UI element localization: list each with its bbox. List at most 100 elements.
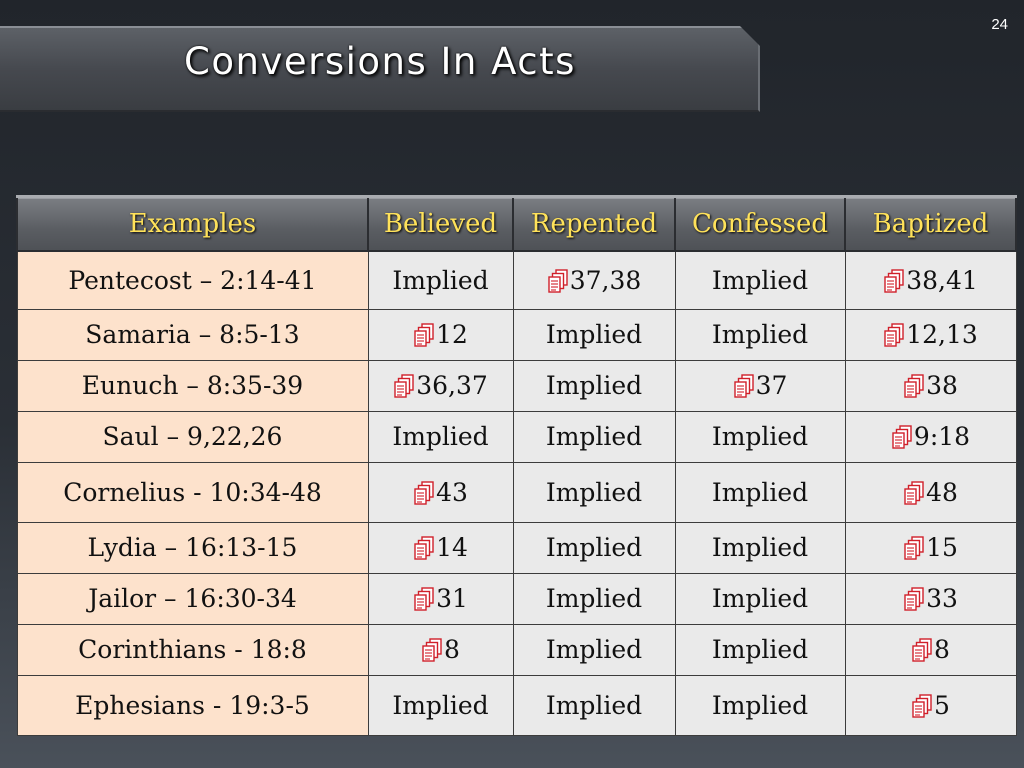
table-row: Eunuch – 8:35-39 36,37 Implied 37 38 (16, 359, 1017, 412)
cell-text: 43 (436, 477, 468, 507)
document-stack-icon (547, 269, 569, 293)
document-stack-icon (883, 323, 905, 347)
confessed-cell: Implied (674, 250, 846, 310)
believed-cell: Implied (367, 674, 514, 736)
example-cell: Saul – 9,22,26 (16, 410, 369, 463)
repented-cell: Implied (512, 623, 676, 676)
cell-text: 33 (926, 584, 958, 613)
believed-cell: 8 (367, 623, 514, 676)
cell-text: 5 (934, 690, 950, 720)
confessed-cell: Implied (674, 410, 846, 463)
confessed-cell: Implied (674, 461, 846, 523)
believed-cell: 43 (367, 461, 514, 523)
table-row: Jailor – 16:30-34 31 Implied Implied 33 (16, 572, 1017, 625)
document-stack-icon (903, 536, 925, 560)
cell-text: 15 (926, 533, 958, 562)
document-stack-icon (413, 480, 435, 505)
cell-text: 14 (436, 533, 468, 562)
cell-text: 48 (926, 477, 958, 507)
document-stack-icon (421, 638, 443, 662)
cell-text: 9:18 (913, 422, 971, 451)
cell-text: Implied (711, 320, 809, 349)
believed-cell: 12 (367, 308, 514, 361)
example-cell: Jailor – 16:30-34 (16, 572, 369, 625)
baptized-cell: 48 (844, 461, 1017, 523)
repented-cell: Implied (512, 410, 676, 463)
repented-cell: Implied (512, 572, 676, 625)
cell-text: Implied (545, 635, 643, 664)
cell-text: Implied (711, 533, 809, 562)
document-stack-icon (891, 425, 913, 449)
document-stack-icon (413, 587, 435, 611)
cell-text: 8 (444, 635, 460, 664)
header-confessed: Confessed (674, 195, 846, 252)
baptized-cell: 33 (844, 572, 1017, 625)
table-row: Ephesians - 19:3-5 Implied Implied Implied 5 (16, 674, 1017, 736)
table-row: Samaria – 8:5-13 12 Implied Implied 12,13 (16, 308, 1017, 361)
baptized-cell: 15 (844, 521, 1017, 574)
header-examples: Examples (16, 195, 369, 252)
document-stack-icon (903, 587, 925, 611)
cell-text: Implied (545, 477, 643, 507)
cell-text: 12,13 (906, 320, 978, 349)
cell-text: Implied (545, 422, 643, 451)
cell-text: 37,38 (569, 265, 642, 295)
repented-cell: Implied (512, 461, 676, 523)
repented-cell: Implied (512, 359, 676, 412)
repented-cell: Implied (512, 308, 676, 361)
table-row: Cornelius - 10:34-48 43 Implied Implied 48 (16, 461, 1017, 523)
table-row: Pentecost – 2:14-41 Implied 37,38 Implied 38… (16, 250, 1017, 310)
cell-text: Implied (545, 584, 643, 613)
believed-cell: 31 (367, 572, 514, 625)
baptized-cell: 5 (844, 674, 1017, 736)
confessed-cell: 37 (674, 359, 846, 412)
cell-text: 38,41 (906, 265, 978, 295)
conversions-table: Examples Believed Repented Confessed Bap… (16, 195, 1017, 736)
example-cell: Corinthians - 18:8 (16, 623, 369, 676)
document-stack-icon (733, 374, 755, 398)
example-cell: Ephesians - 19:3-5 (16, 674, 369, 736)
cell-text: Implied (545, 371, 643, 400)
table-row: Lydia – 16:13-15 14 Implied Implied 15 (16, 521, 1017, 574)
cell-text: Implied (392, 690, 489, 720)
table-row: Saul – 9,22,26 Implied Implied Implied 9:18 (16, 410, 1017, 463)
confessed-cell: Implied (674, 308, 846, 361)
cell-text: Implied (545, 533, 643, 562)
slide-number: 24 (991, 16, 1008, 33)
cell-text: Implied (711, 265, 809, 295)
cell-text: Implied (545, 690, 643, 720)
cell-text: 31 (436, 584, 468, 613)
believed-cell: Implied (367, 250, 514, 310)
repented-cell: Implied (512, 674, 676, 736)
document-stack-icon (413, 323, 435, 347)
repented-cell: 37,38 (512, 250, 676, 310)
cell-text: Implied (711, 477, 809, 507)
believed-cell: 14 (367, 521, 514, 574)
example-cell: Samaria – 8:5-13 (16, 308, 369, 361)
example-cell: Eunuch – 8:35-39 (16, 359, 369, 412)
example-cell: Lydia – 16:13-15 (16, 521, 369, 574)
header-repented: Repented (512, 195, 676, 252)
cell-text: Implied (392, 265, 489, 295)
cell-text: Implied (545, 320, 643, 349)
baptized-cell: 9:18 (844, 410, 1017, 463)
believed-cell: Implied (367, 410, 514, 463)
slide-title: Conversions In Acts (184, 40, 576, 83)
example-cell: Cornelius - 10:34-48 (16, 461, 369, 523)
document-stack-icon (911, 693, 933, 718)
cell-text: Implied (711, 635, 809, 664)
repented-cell: Implied (512, 521, 676, 574)
example-cell: Pentecost – 2:14-41 (16, 250, 369, 310)
baptized-cell: 38,41 (844, 250, 1017, 310)
cell-text: 38 (926, 371, 958, 400)
header-believed: Believed (367, 195, 514, 252)
baptized-cell: 8 (844, 623, 1017, 676)
confessed-cell: Implied (674, 572, 846, 625)
cell-text: Implied (711, 690, 809, 720)
baptized-cell: 38 (844, 359, 1017, 412)
cell-text: Implied (392, 422, 489, 451)
cell-text: Implied (711, 584, 809, 613)
document-stack-icon (883, 269, 905, 293)
believed-cell: 36,37 (367, 359, 514, 412)
cell-text: 37 (755, 371, 788, 400)
